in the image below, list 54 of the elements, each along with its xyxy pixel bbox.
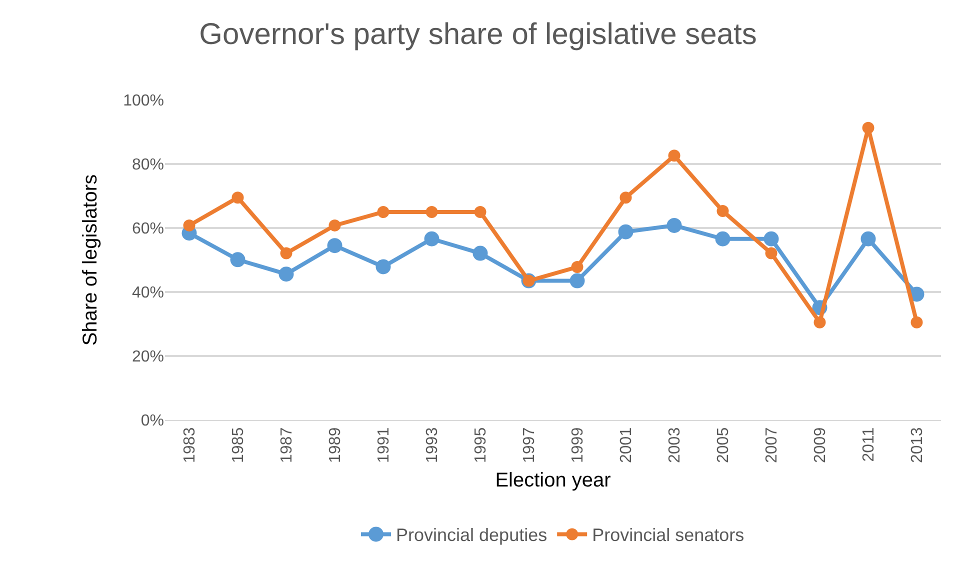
x-tick-label: 2005 <box>714 427 732 463</box>
point <box>327 238 342 254</box>
x-tick-label: 1989 <box>326 427 344 463</box>
x-tick-label: 2001 <box>618 427 635 463</box>
x-tick-label: 1985 <box>230 427 247 463</box>
y-tick-label: 60% <box>132 220 164 238</box>
point <box>426 206 438 218</box>
point <box>666 218 682 233</box>
x-tick-label: 1995 <box>472 427 490 463</box>
point <box>232 192 244 204</box>
point <box>620 192 632 204</box>
x-tick-label: 1997 <box>520 427 538 463</box>
x-tick-label: 1999 <box>569 427 586 463</box>
point <box>230 252 246 268</box>
x-tick-label: 1987 <box>278 427 296 463</box>
point <box>571 261 584 274</box>
y-tick-label: 20% <box>132 348 164 366</box>
point <box>814 316 826 328</box>
point <box>278 266 294 282</box>
x-tick-label: 1983 <box>181 427 198 463</box>
x-tick-label: 1993 <box>424 427 441 463</box>
point <box>472 246 488 261</box>
point <box>376 259 391 274</box>
point <box>377 206 390 218</box>
point <box>424 231 440 246</box>
x-tick-label: 2003 <box>666 427 684 463</box>
point <box>715 231 730 246</box>
point <box>570 273 585 288</box>
x-tick-label: 2009 <box>812 427 829 463</box>
chart-title: Governor's party share of legislative seats <box>199 18 757 52</box>
x-tick-label: 1991 <box>375 427 392 463</box>
point <box>280 247 292 260</box>
point <box>765 247 778 260</box>
point <box>668 150 680 162</box>
x-tick-label: 2013 <box>908 427 926 463</box>
y-tick-label: 40% <box>132 284 164 302</box>
y-tick-label: 80% <box>132 156 164 174</box>
y-tick-label: 100% <box>123 92 164 110</box>
point <box>618 224 634 240</box>
x-tick-label: 2007 <box>763 427 780 463</box>
x-tick-label: 2011 <box>860 427 878 462</box>
y-tick-label: 0% <box>140 412 164 430</box>
point <box>474 206 486 218</box>
point <box>860 231 876 246</box>
legend-label: Provincial deputies <box>396 525 548 546</box>
x-axis-title: Election year <box>495 469 612 492</box>
legend-label: Provincial senators <box>592 525 744 546</box>
point <box>328 219 341 232</box>
point <box>764 231 779 246</box>
y-axis-title: Share of legislators <box>80 174 102 346</box>
point <box>910 316 923 328</box>
point <box>183 219 196 232</box>
point <box>716 205 729 218</box>
point <box>862 122 874 134</box>
